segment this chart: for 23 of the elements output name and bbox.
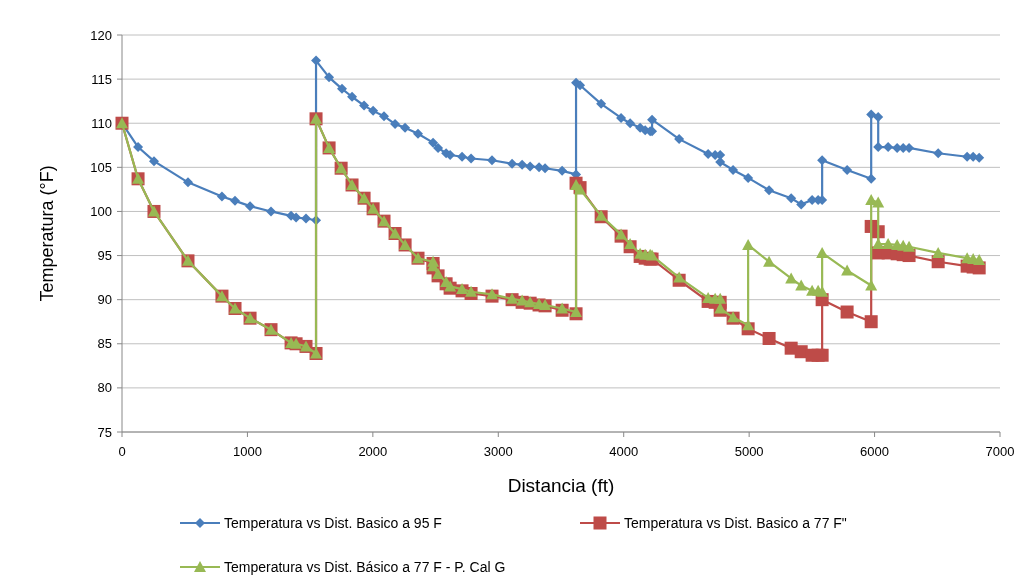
x-tick-label: 2000 <box>358 444 388 459</box>
y-axis-title: Temperatura (°F) <box>37 165 57 302</box>
x-tick-label: 5000 <box>734 444 764 459</box>
x-tick-label: 1000 <box>232 444 262 459</box>
legend-label: Temperatura vs Dist. Basico a 77 F" <box>624 515 847 531</box>
y-tick-label: 75 <box>97 424 112 440</box>
legend-label: Temperatura vs Dist. Basico a 95 F <box>224 515 442 531</box>
y-tick-label: 90 <box>97 292 112 308</box>
x-tick-label: 6000 <box>860 444 890 459</box>
y-tick-label: 95 <box>97 248 112 264</box>
y-tick-label: 120 <box>90 27 112 43</box>
y-tick-label: 85 <box>97 336 112 352</box>
x-tick-label: 7000 <box>985 444 1015 459</box>
x-tick-label: 0 <box>118 444 126 459</box>
x-tick-label: 3000 <box>483 444 513 459</box>
y-tick-label: 105 <box>90 159 112 175</box>
y-tick-label: 115 <box>91 71 112 87</box>
y-tick-label: 100 <box>90 203 112 219</box>
legend-label: Temperatura vs Dist. Básico a 77 F - P. Cal G <box>224 559 506 575</box>
x-tick-label: 4000 <box>609 444 639 459</box>
y-tick-label: 110 <box>91 115 112 131</box>
y-tick-label: 80 <box>97 380 112 396</box>
x-axis-title: Distancia (ft) <box>507 475 615 496</box>
